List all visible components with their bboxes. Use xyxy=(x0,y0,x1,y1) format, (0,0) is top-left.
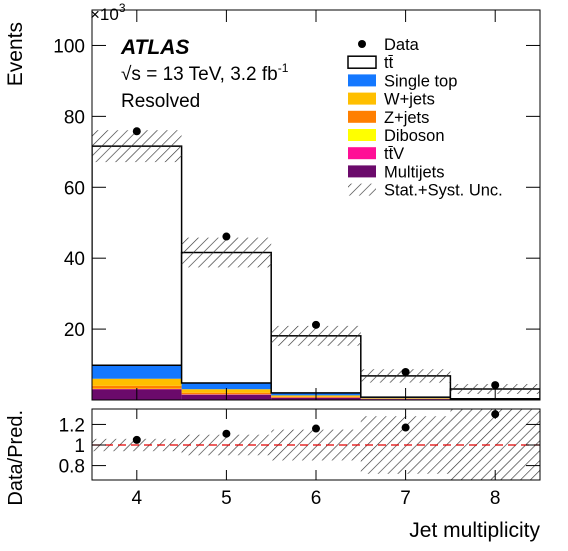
y-tick-label: 100 xyxy=(53,36,85,57)
uncertainty-band xyxy=(271,325,361,346)
legend-label: Single top xyxy=(384,72,457,90)
x-tick-label: 8 xyxy=(490,488,501,509)
legend-swatch xyxy=(348,74,376,87)
y-tick-label: 80 xyxy=(64,107,85,128)
ratio-point xyxy=(401,423,410,432)
legend-swatch xyxy=(348,165,376,178)
legend-label: Data xyxy=(384,36,420,54)
ratio-area xyxy=(92,409,540,480)
legend-swatch xyxy=(348,183,376,196)
y-axis-label: Events xyxy=(4,22,27,86)
y-tick-label: 1 xyxy=(74,436,85,457)
x-tick-label: 7 xyxy=(400,488,411,509)
atlas-label: ATLAS xyxy=(120,36,189,59)
stack-segment xyxy=(92,365,182,379)
energy-exponent: -1 xyxy=(278,61,289,75)
y-tick-label: 60 xyxy=(64,178,85,199)
legend-swatch xyxy=(348,129,376,141)
legend-label: tt̄V xyxy=(384,145,404,163)
y-scale-label: ×103 xyxy=(90,1,126,24)
uncertainty-band xyxy=(92,130,182,163)
legend-label: Stat.+Syst. Unc. xyxy=(384,182,503,200)
stack-segment xyxy=(92,385,182,389)
legend-swatch xyxy=(348,92,376,105)
x-tick-label: 4 xyxy=(132,488,143,509)
y-tick-label: 1.2 xyxy=(59,415,85,436)
legend-label: W+jets xyxy=(384,91,435,109)
x-tick-label: 5 xyxy=(221,488,232,509)
stack-segment xyxy=(92,378,182,386)
legend-swatch xyxy=(348,147,376,160)
stack-segment xyxy=(92,145,183,367)
stack-segment xyxy=(181,382,272,390)
ratio-point xyxy=(222,429,231,438)
x-axis-label: Jet multiplicity xyxy=(409,519,540,542)
legend-label: Multijets xyxy=(384,163,445,181)
stack-segment xyxy=(180,251,272,384)
ratio-point xyxy=(132,435,141,444)
data-point xyxy=(312,320,320,329)
uncertainty-band xyxy=(181,237,272,268)
ratio-point xyxy=(312,424,320,433)
legend-label: tt̄ xyxy=(384,54,394,72)
legend-label: Z+jets xyxy=(384,109,429,127)
energy-text: √s = 13 TeV, 3.2 fb xyxy=(121,64,278,85)
frame xyxy=(91,408,541,481)
energy-label: √s = 13 TeV, 3.2 fb-1 xyxy=(121,61,289,85)
legend-swatch xyxy=(348,110,376,123)
y-tick-label: 40 xyxy=(64,249,85,270)
x-tick-label: 6 xyxy=(311,488,322,509)
y-scale-base: ×10 xyxy=(90,5,119,24)
legend-marker xyxy=(358,40,366,48)
y-tick-label: 20 xyxy=(64,320,85,341)
legend-swatch xyxy=(347,55,377,69)
data-point xyxy=(491,381,500,390)
legend-label: Diboson xyxy=(384,127,445,145)
plot-area xyxy=(92,130,540,400)
region-label: Resolved xyxy=(121,91,200,112)
y-scale-exponent: 3 xyxy=(119,1,126,15)
frame xyxy=(91,9,541,401)
y-tick-label: 0.8 xyxy=(59,457,85,478)
data-point xyxy=(132,127,141,136)
data-point xyxy=(222,232,231,241)
data-point xyxy=(401,367,410,376)
ratio-y-axis-label: Data/Pred. xyxy=(5,410,27,506)
